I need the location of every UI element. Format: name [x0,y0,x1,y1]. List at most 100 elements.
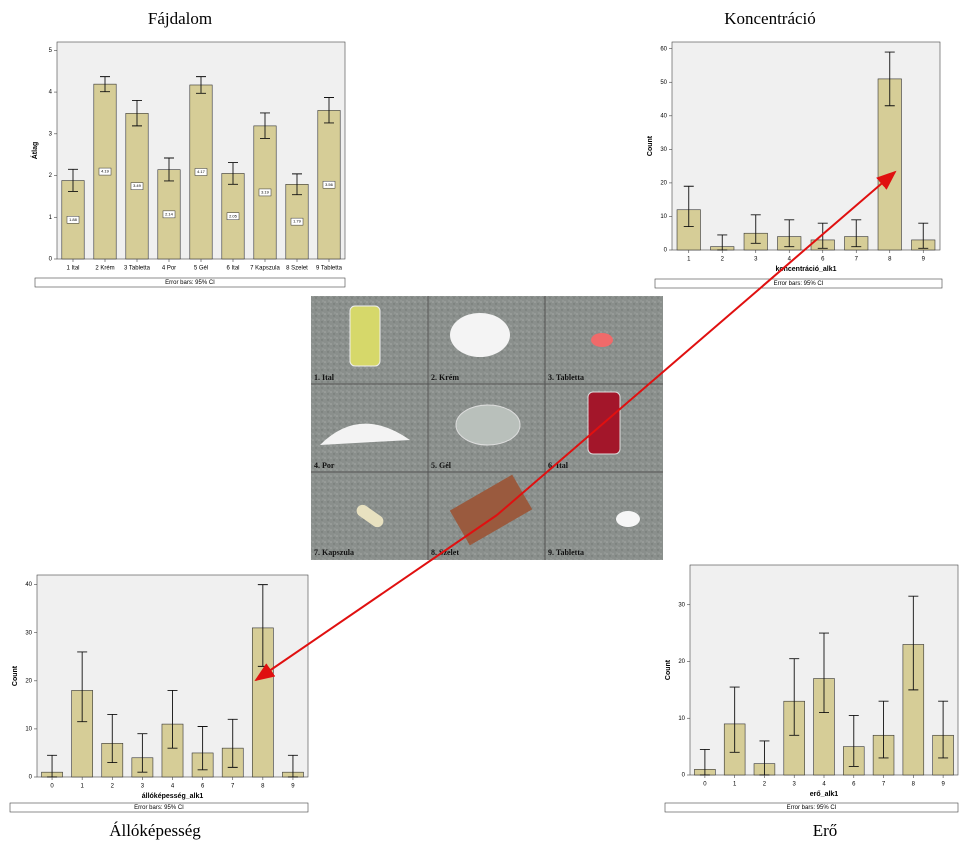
x-tick-label: 7 Kapszula [250,266,280,272]
error-bar [884,51,895,107]
error-bar [100,76,110,93]
error-bar [107,714,118,764]
error-bar [68,168,78,192]
error-bar [260,112,270,139]
photo-label: 6. Ital [548,461,569,470]
error-bar [227,718,238,768]
x-tick-label: 2 Krém [95,266,114,272]
arrow [254,514,498,682]
bottle-icon [349,305,381,367]
powder-icon [320,423,410,445]
photo-label: 2. Krém [431,373,459,382]
y-tick-label: 10 [660,214,667,220]
footer-box [664,802,959,813]
x-tick-label: 1 [80,784,84,790]
footer: Error bars: 95% CI [134,805,184,811]
value-label-box [194,168,208,176]
y-tick-label: 0 [682,773,686,779]
x-tick-label: 9 Tabletta [316,266,343,272]
value-label: 1.79 [293,219,302,224]
x-tick-label: 8 Szelet [286,266,308,272]
x-tick-label: 2 [721,257,725,263]
x-tick-label: 8 [261,784,265,790]
y-tick-label: 0 [49,257,53,263]
x-tick-label: 5 Gél [194,266,208,272]
photo-label: 3. Tabletta [548,373,584,382]
x-tick-label: 6 [201,784,205,790]
x-tick-label: 3 [141,784,145,790]
error-bar [137,733,148,773]
error-bar [729,686,740,753]
footer: Error bars: 95% CI [774,281,824,287]
y-tick-label: 60 [660,46,667,52]
photo-label: 4. Por [314,461,335,470]
x-tick-label: 3 Tabletta [124,266,151,272]
y-tick-label: 30 [660,147,667,153]
x-tick-label: 9 [291,784,295,790]
x-axis-label: erő_alk1 [810,791,839,798]
value-label-box [130,182,144,190]
y-axis-label: Átlag [30,142,39,160]
x-tick-label: 2 [111,784,115,790]
x-tick-label: 1 [733,782,737,788]
photo-grid: 1. Ital 2. Krém 3. Tabletta 4. Por 5. Gé… [311,296,663,560]
chart-title: Koncentráció [724,9,816,28]
error-bar [77,651,88,723]
error-bar [197,726,208,771]
x-tick-label: 6 [821,257,825,263]
x-tick-label: 3 [793,782,797,788]
gel-icon [455,404,521,446]
charts: Fájdalom Átlag 0 1 2 3 4 5 1 Ital 1.88 2 Krém 4.19 3… [9,9,959,840]
y-tick-label: 0 [29,775,33,781]
value-label-box [162,210,176,219]
footer-box [654,278,943,289]
error-bar [851,219,862,248]
chart-title: Fájdalom [148,9,212,28]
y-tick-label: 10 [25,726,32,732]
error-bar [196,76,206,94]
footer-box [9,802,309,813]
footer: Error bars: 95% CI [787,805,837,811]
value-label: 1.88 [69,217,78,222]
x-tick-label: 8 [888,257,892,263]
y-tick-label: 3 [49,131,53,137]
y-axis-label: Count [12,665,19,686]
y-tick-label: 4 [49,90,53,96]
value-label: 2.14 [165,211,174,216]
photo-label: 8. Szelet [431,548,459,557]
value-label-box [66,216,80,224]
error-bar [918,222,929,249]
x-tick-label: 0 [703,782,707,788]
y-tick-label: 10 [678,716,685,722]
x-tick-label: 7 [882,782,886,788]
error-bar [938,700,949,759]
value-label: 2.05 [229,213,238,218]
y-tick-label: 40 [660,113,667,119]
y-tick-label: 20 [25,678,32,684]
error-bar [848,714,859,767]
y-tick-label: 30 [678,602,685,608]
x-tick-label: 1 Ital [66,266,79,272]
y-tick-label: 2 [49,173,53,179]
x-tick-label: 6 [852,782,856,788]
arrow [496,170,897,516]
chocolate-icon [449,474,533,546]
value-label: 4.17 [197,169,206,174]
x-tick-label: 1 [687,257,691,263]
y-tick-label: 20 [678,659,685,665]
value-label-box [322,180,336,189]
error-bar [324,97,334,124]
footer: Error bars: 95% CI [165,280,215,286]
error-bar [683,185,694,227]
y-tick-label: 30 [25,630,32,636]
x-tick-label: 4 [788,257,792,263]
x-axis-label: állóképesség_alk1 [142,793,204,800]
value-label-box [290,217,304,226]
error-bar [819,632,829,714]
y-tick-label: 20 [660,180,667,186]
error-bar [878,700,889,759]
x-tick-label: 0 [50,784,54,790]
x-tick-label: 2 [763,782,767,788]
footer-box [34,277,346,288]
